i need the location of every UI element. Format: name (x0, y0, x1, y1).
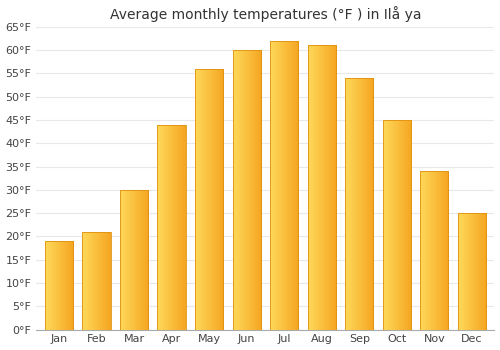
Bar (232, 50, 260, 330)
Bar (420, 171, 448, 330)
Bar (308, 46, 336, 330)
Bar (270, 41, 298, 330)
Bar (345, 78, 374, 330)
Title: Average monthly temperatures (°F ) in Ilå ya: Average monthly temperatures (°F ) in Il… (110, 6, 421, 21)
Bar (195, 69, 223, 330)
Bar (158, 125, 186, 330)
Bar (458, 213, 486, 330)
Bar (383, 120, 411, 330)
Bar (82, 232, 110, 330)
Bar (120, 190, 148, 330)
Bar (45, 241, 73, 330)
